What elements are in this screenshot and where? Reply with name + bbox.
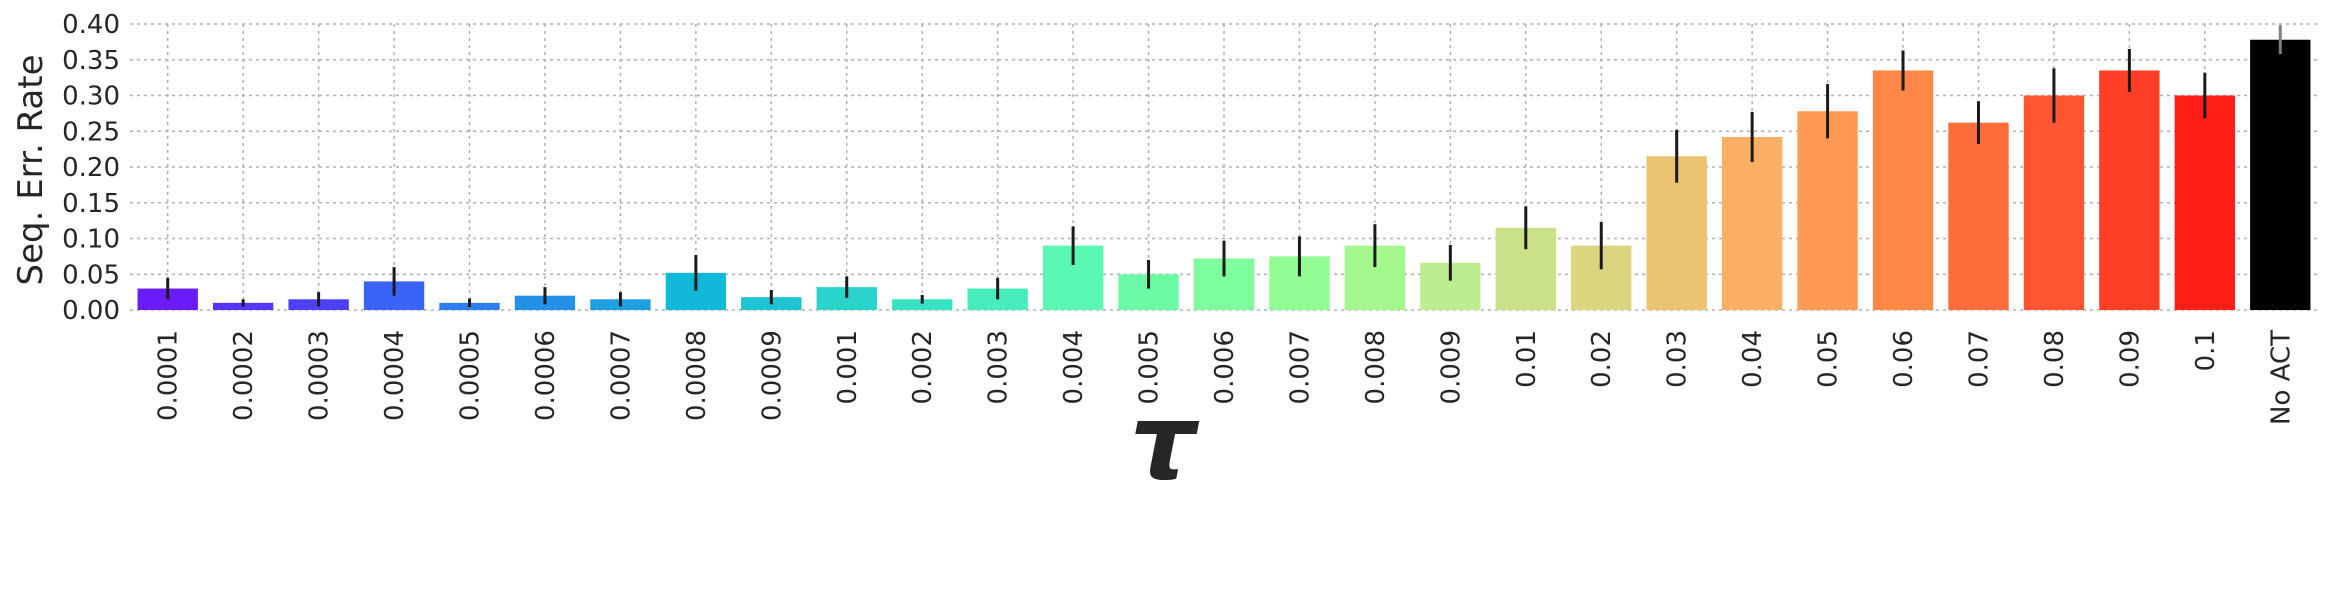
x-tick-label: 0.0003	[305, 330, 335, 421]
x-tick-label: 0.008	[1361, 330, 1391, 404]
x-tick-label: 0.007	[1285, 330, 1315, 404]
y-tick-label: 0.25	[62, 117, 120, 147]
x-tick-label: 0.003	[984, 330, 1014, 404]
bar	[2099, 70, 2160, 310]
error-bar-layer	[166, 25, 2282, 308]
bar	[1872, 70, 1934, 310]
bar	[1721, 136, 1783, 310]
x-tick-label: 0.08	[2040, 330, 2070, 388]
x-tick-label: 0.07	[1964, 330, 1994, 388]
bar	[1797, 111, 1858, 310]
x-tick-labels: 0.0001 0.0002 0.0003 0.0004 0.0005 0.0006 0.00…	[154, 330, 2297, 425]
bar	[2250, 39, 2311, 310]
bar	[2174, 95, 2236, 310]
x-tick-label: 0.0007	[606, 330, 636, 421]
y-tick-label: 0.40	[62, 10, 120, 40]
x-tick-label: 0.06	[1889, 330, 1919, 388]
x-tick-label: 0.04	[1738, 330, 1768, 388]
x-tick-label: 0.0001	[154, 330, 184, 421]
y-tick-label: 0.20	[62, 153, 120, 183]
x-tick-label: 0.1	[2191, 330, 2221, 371]
x-tick-label: 0.03	[1663, 330, 1693, 388]
x-tick-label: 0.002	[908, 330, 938, 404]
x-tick-label: 0.001	[833, 330, 863, 404]
x-tick-label: 0.0009	[757, 330, 787, 421]
x-tick-label: No ACT	[2266, 330, 2296, 425]
x-tick-label: 0.0002	[229, 330, 259, 421]
y-axis-label: Seq. Err. Rate	[11, 55, 51, 286]
bar-layer	[137, 39, 2311, 310]
x-tick-label: 0.009	[1436, 330, 1466, 404]
y-tick-labels: 0.00 0.05 0.10 0.15 0.20 0.25 0.30 0.35 0.40	[62, 10, 120, 326]
x-tick-label: 0.0006	[531, 330, 561, 421]
x-tick-label: 0.05	[1814, 330, 1844, 388]
bar	[2023, 95, 2085, 310]
x-tick-label: 0.09	[2115, 330, 2145, 388]
y-tick-label: 0.30	[62, 82, 120, 112]
x-tick-label: 0.005	[1135, 330, 1165, 404]
bar	[816, 287, 877, 310]
x-tick-label: 0.0005	[456, 330, 486, 421]
x-tick-label: 0.0008	[682, 330, 712, 421]
y-tick-label: 0.00	[62, 296, 120, 326]
bar	[892, 299, 953, 310]
y-tick-label: 0.15	[62, 189, 120, 219]
x-axis-label: τ	[1130, 381, 1200, 503]
x-tick-label: 0.01	[1512, 330, 1542, 388]
y-tick-label: 0.35	[62, 46, 120, 76]
x-tick-label: 0.0004	[380, 330, 410, 421]
x-tick-label: 0.02	[1587, 330, 1617, 388]
bar	[1948, 122, 2009, 310]
y-tick-label: 0.05	[62, 260, 120, 290]
y-tick-label: 0.10	[62, 225, 120, 255]
x-tick-label: 0.006	[1210, 330, 1240, 404]
x-tick-label: 0.004	[1059, 330, 1089, 404]
